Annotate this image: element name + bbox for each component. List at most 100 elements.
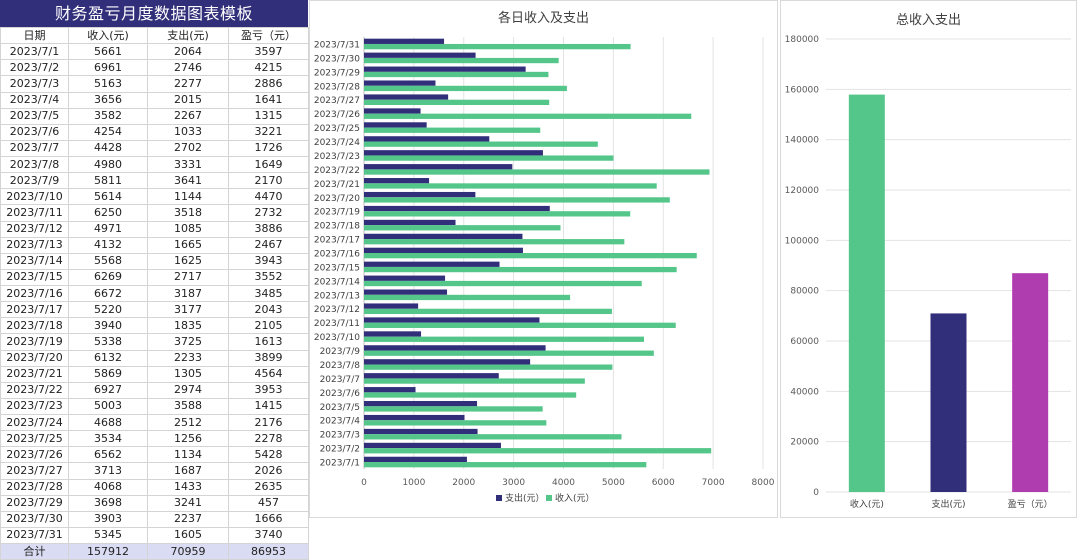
expense-cell[interactable]: 3641: [147, 172, 229, 190]
profit-cell[interactable]: 4470: [228, 188, 309, 206]
expense-cell[interactable]: 1665: [147, 236, 229, 254]
expense-bar[interactable]: [364, 400, 478, 407]
profit-cell[interactable]: 2170: [228, 172, 309, 190]
income-cell[interactable]: 6269: [68, 268, 148, 287]
date-cell[interactable]: 2023/7/18: [0, 317, 69, 335]
income-cell[interactable]: 6927: [68, 381, 148, 399]
total-profit-cell[interactable]: 86953: [228, 542, 309, 560]
expense-cell[interactable]: 1033: [147, 123, 229, 141]
income-cell[interactable]: 5614: [68, 188, 148, 206]
income-cell[interactable]: 3656: [68, 91, 148, 109]
income-cell[interactable]: 6961: [68, 59, 148, 77]
expense-bar[interactable]: [364, 94, 449, 100]
income-bar[interactable]: [364, 71, 549, 78]
date-cell[interactable]: 2023/7/23: [0, 397, 69, 416]
expense-bar[interactable]: [364, 414, 465, 421]
profit-cell[interactable]: 3953: [228, 381, 309, 399]
income-bar[interactable]: [364, 322, 676, 328]
date-cell[interactable]: 2023/7/5: [0, 107, 69, 125]
profit-cell[interactable]: 3485: [228, 284, 309, 303]
expense-bar[interactable]: [364, 66, 526, 72]
expense-bar[interactable]: [364, 108, 421, 114]
expense-bar[interactable]: [364, 150, 543, 156]
expense-bar[interactable]: [364, 331, 422, 337]
profit-cell[interactable]: 3899: [228, 349, 309, 367]
income-bar[interactable]: [364, 197, 670, 203]
expense-cell[interactable]: 2746: [147, 59, 229, 77]
profit-cell[interactable]: 2176: [228, 413, 309, 432]
profit-cell[interactable]: 1726: [228, 139, 309, 158]
header-profit[interactable]: 盈亏（元）: [228, 26, 309, 45]
expense-bar[interactable]: [364, 387, 416, 393]
date-cell[interactable]: 2023/7/7: [0, 139, 69, 158]
income-bar[interactable]: [364, 294, 571, 301]
expense-bar[interactable]: [364, 317, 540, 323]
income-cell[interactable]: 6562: [68, 446, 148, 464]
income-cell[interactable]: 5568: [68, 252, 148, 270]
income-cell[interactable]: 4971: [68, 220, 148, 238]
date-cell[interactable]: 2023/7/17: [0, 301, 69, 319]
income-bar[interactable]: [364, 266, 677, 273]
expense-cell[interactable]: 1134: [147, 446, 229, 464]
income-bar[interactable]: [364, 113, 692, 119]
income-bar[interactable]: [364, 308, 612, 315]
income-bar[interactable]: [364, 392, 577, 398]
profit-cell[interactable]: 1641: [228, 91, 309, 109]
income-bar[interactable]: [364, 378, 585, 384]
profit-cell[interactable]: 1613: [228, 333, 309, 351]
expense-cell[interactable]: 1433: [147, 478, 229, 496]
income-cell[interactable]: 5163: [68, 75, 148, 93]
income-cell[interactable]: 3903: [68, 510, 148, 528]
expense-cell[interactable]: 2702: [147, 139, 229, 158]
income-cell[interactable]: 6250: [68, 204, 148, 222]
expense-bar[interactable]: [364, 178, 430, 184]
profit-cell[interactable]: 2278: [228, 430, 309, 448]
date-cell[interactable]: 2023/7/9: [0, 172, 69, 190]
profit-cell[interactable]: 457: [228, 494, 309, 512]
expense-bar[interactable]: [364, 261, 500, 267]
profit-cell[interactable]: 4215: [228, 59, 309, 77]
income-bar[interactable]: [364, 43, 631, 50]
profit-cell[interactable]: 3597: [228, 43, 309, 61]
date-cell[interactable]: 2023/7/27: [0, 462, 69, 480]
date-cell[interactable]: 2023/7/30: [0, 510, 69, 528]
income-bar[interactable]: [364, 127, 541, 133]
date-cell[interactable]: 2023/7/12: [0, 220, 69, 238]
expense-cell[interactable]: 2974: [147, 381, 229, 399]
date-cell[interactable]: 2023/7/25: [0, 430, 69, 448]
profit-cell[interactable]: 2732: [228, 204, 309, 222]
profit-cell[interactable]: 2026: [228, 462, 309, 480]
income-bar[interactable]: [364, 155, 614, 161]
expense-bar[interactable]: [364, 122, 427, 128]
expense-bar[interactable]: [364, 164, 513, 170]
income-bar[interactable]: [364, 253, 697, 259]
total-date-cell[interactable]: 合计: [0, 542, 69, 560]
expense-cell[interactable]: 2237: [147, 510, 229, 528]
profit-cell[interactable]: 3552: [228, 268, 309, 287]
profit-cell[interactable]: 3886: [228, 220, 309, 238]
income-cell[interactable]: 5345: [68, 526, 148, 545]
date-cell[interactable]: 2023/7/28: [0, 478, 69, 496]
expense-bar[interactable]: [364, 359, 531, 365]
expense-cell[interactable]: 3725: [147, 333, 229, 351]
expense-bar[interactable]: [364, 289, 448, 295]
expense-cell[interactable]: 3241: [147, 494, 229, 512]
legend-income-label[interactable]: 收入(元）: [555, 492, 595, 504]
date-cell[interactable]: 2023/7/8: [0, 155, 69, 174]
legend-expense-label[interactable]: 支出(元）: [505, 492, 545, 504]
expense-bar[interactable]: [364, 52, 476, 58]
date-cell[interactable]: 2023/7/26: [0, 446, 69, 464]
income-bar[interactable]: [364, 169, 710, 175]
date-cell[interactable]: 2023/7/14: [0, 252, 69, 270]
expense-cell[interactable]: 1305: [147, 365, 229, 383]
expense-bar[interactable]: [364, 247, 523, 253]
expense-bar[interactable]: [364, 442, 501, 449]
expense-bar[interactable]: [364, 233, 523, 240]
date-cell[interactable]: 2023/7/21: [0, 365, 69, 383]
income-cell[interactable]: 4428: [68, 139, 148, 158]
profit-cell[interactable]: 2043: [228, 301, 309, 319]
profit-cell[interactable]: 5428: [228, 446, 309, 464]
expense-bar[interactable]: [364, 136, 490, 142]
expense-cell[interactable]: 2512: [147, 413, 229, 432]
income-cell[interactable]: 3698: [68, 494, 148, 512]
